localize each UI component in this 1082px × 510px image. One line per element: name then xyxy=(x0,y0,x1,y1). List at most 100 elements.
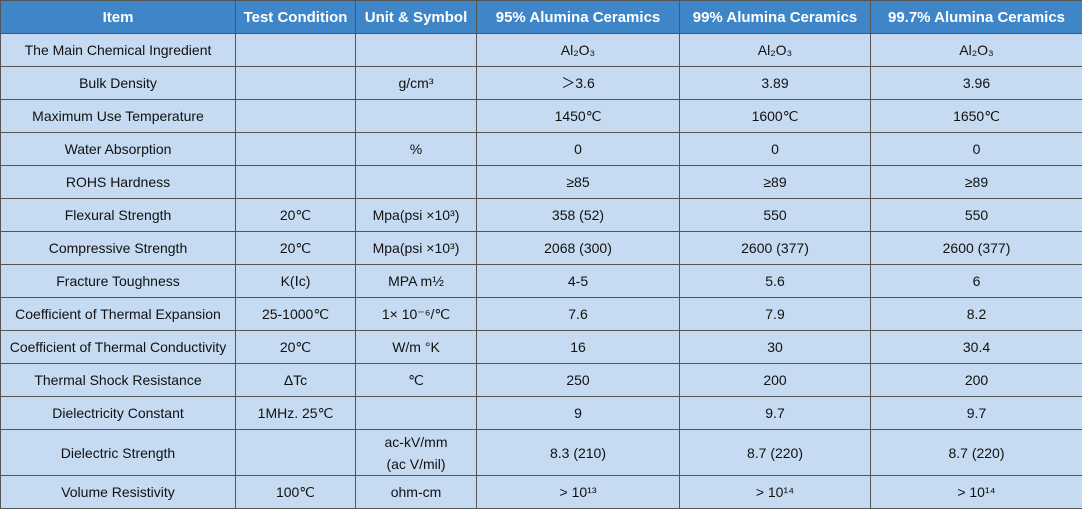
table-cell: 100℃ xyxy=(235,475,356,509)
table-cell: The Main Chemical Ingredient xyxy=(0,33,236,67)
table-row: Flexural Strength 20℃ Mpa(psi ×10³) 358 (52… xyxy=(0,198,1082,232)
table-cell: ΔTc xyxy=(235,363,356,397)
table-cell: 16 xyxy=(476,330,680,364)
table-cell: 4-5 xyxy=(476,264,680,298)
table-cell: 2068 (300) xyxy=(476,231,680,265)
table-cell: g/cm³ xyxy=(355,66,477,100)
table-cell: 250 xyxy=(476,363,680,397)
table-row: Coefficient of Thermal Conductivity 20℃ W/… xyxy=(0,330,1082,364)
header-cell: Item xyxy=(0,0,236,34)
table-cell: 0 xyxy=(870,132,1082,166)
table-cell: 20℃ xyxy=(235,198,356,232)
table-cell: W/m °K xyxy=(355,330,477,364)
header-row: Item Test Condition Unit & Symbol 95% Alumi… xyxy=(0,0,1082,34)
table-cell: 1600℃ xyxy=(679,99,871,133)
table-cell: > 10¹⁴ xyxy=(679,475,871,509)
table-cell: Mpa(psi ×10³) xyxy=(355,198,477,232)
table-cell: 6 xyxy=(870,264,1082,298)
table-row: Dielectric Strength ac-kV/mm (ac V/mil) 8.… xyxy=(0,429,1082,476)
table-cell: ≥85 xyxy=(476,165,680,199)
table-cell: 9.7 xyxy=(870,396,1082,430)
header-cell: 99% Alumina Ceramics xyxy=(679,0,871,34)
table-cell xyxy=(235,429,356,476)
table-cell: 8.3 (210) xyxy=(476,429,680,476)
table-cell: 550 xyxy=(870,198,1082,232)
table-cell: 1× 10⁻⁶/℃ xyxy=(355,297,477,331)
table-cell: ℃ xyxy=(355,363,477,397)
table-cell: Coefficient of Thermal Conductivity xyxy=(0,330,236,364)
table-cell: Al₂O₃ xyxy=(679,33,871,67)
table-cell xyxy=(235,165,356,199)
table-cell: 3.96 xyxy=(870,66,1082,100)
table-cell: ohm-cm xyxy=(355,475,477,509)
table-cell: 2600 (377) xyxy=(679,231,871,265)
table-cell: Thermal Shock Resistance xyxy=(0,363,236,397)
table-cell: 1MHz. 25℃ xyxy=(235,396,356,430)
table-cell: 200 xyxy=(870,363,1082,397)
table-cell: 550 xyxy=(679,198,871,232)
header-cell: Test Condition xyxy=(235,0,356,34)
table-cell: Bulk Density xyxy=(0,66,236,100)
table-row: The Main Chemical Ingredient Al₂O₃ Al₂O₃ Al… xyxy=(0,33,1082,67)
header-cell: 95% Alumina Ceramics xyxy=(476,0,680,34)
table-cell: ac-kV/mm (ac V/mil) xyxy=(355,429,477,476)
table-cell: 358 (52) xyxy=(476,198,680,232)
table-row: Compressive Strength 20℃ Mpa(psi ×10³) 2068… xyxy=(0,231,1082,265)
table-cell: ROHS Hardness xyxy=(0,165,236,199)
table-cell: 8.7 (220) xyxy=(679,429,871,476)
table-cell: 3.89 xyxy=(679,66,871,100)
table-cell: 0 xyxy=(679,132,871,166)
table-cell xyxy=(235,66,356,100)
table-cell xyxy=(235,132,356,166)
table-cell: > 10¹⁴ xyxy=(870,475,1082,509)
table-cell: 2600 (377) xyxy=(870,231,1082,265)
table-row: Coefficient of Thermal Expansion 25-1000℃… xyxy=(0,297,1082,331)
table-cell: 8.7 (220) xyxy=(870,429,1082,476)
table-row: Maximum Use Temperature 1450℃ 1600℃ 1650℃ xyxy=(0,99,1082,133)
table-cell: Water Absorption xyxy=(0,132,236,166)
table-cell: 7.6 xyxy=(476,297,680,331)
table-cell: Maximum Use Temperature xyxy=(0,99,236,133)
table-cell: ≥89 xyxy=(870,165,1082,199)
table-cell: 25-1000℃ xyxy=(235,297,356,331)
table-cell: Dielectricity Constant xyxy=(0,396,236,430)
table-cell: 30 xyxy=(679,330,871,364)
table-cell: 1650℃ xyxy=(870,99,1082,133)
table-cell: 9 xyxy=(476,396,680,430)
table-cell: ≥89 xyxy=(679,165,871,199)
table-row: Volume Resistivity 100℃ ohm-cm > 10¹³ > 10¹⁴… xyxy=(0,475,1082,509)
table-row: Thermal Shock Resistance ΔTc ℃ 250 200 200 xyxy=(0,363,1082,397)
table-cell xyxy=(355,165,477,199)
table-cell xyxy=(355,33,477,67)
table-cell: 1450℃ xyxy=(476,99,680,133)
table-row: Dielectricity Constant 1MHz. 25℃ 9 9.7 9.7 xyxy=(0,396,1082,430)
table-cell: Mpa(psi ×10³) xyxy=(355,231,477,265)
table-row: Bulk Density g/cm³ ＞3.6 3.89 3.96 xyxy=(0,66,1082,100)
table-cell: 5.6 xyxy=(679,264,871,298)
table-cell: Compressive Strength xyxy=(0,231,236,265)
table-cell: 8.2 xyxy=(870,297,1082,331)
table-cell: 0 xyxy=(476,132,680,166)
table-cell: 20℃ xyxy=(235,231,356,265)
table-cell: Coefficient of Thermal Expansion xyxy=(0,297,236,331)
table-cell xyxy=(235,99,356,133)
table-cell: Volume Resistivity xyxy=(0,475,236,509)
table-cell: Fracture Toughness xyxy=(0,264,236,298)
table-cell xyxy=(235,33,356,67)
header-cell: 99.7% Alumina Ceramics xyxy=(870,0,1082,34)
table-cell: 9.7 xyxy=(679,396,871,430)
table-cell: % xyxy=(355,132,477,166)
table-cell xyxy=(355,99,477,133)
table-cell: 7.9 xyxy=(679,297,871,331)
table-cell: MPA m½ xyxy=(355,264,477,298)
table-cell: Flexural Strength xyxy=(0,198,236,232)
table-cell: 20℃ xyxy=(235,330,356,364)
table-cell: 200 xyxy=(679,363,871,397)
table-row: Fracture Toughness K(Ⅰc) MPA m½ 4-5 5.6 6 xyxy=(0,264,1082,298)
table-row: ROHS Hardness ≥85 ≥89 ≥89 xyxy=(0,165,1082,199)
table-cell: Dielectric Strength xyxy=(0,429,236,476)
header-cell: Unit & Symbol xyxy=(355,0,477,34)
table-cell: 30.4 xyxy=(870,330,1082,364)
